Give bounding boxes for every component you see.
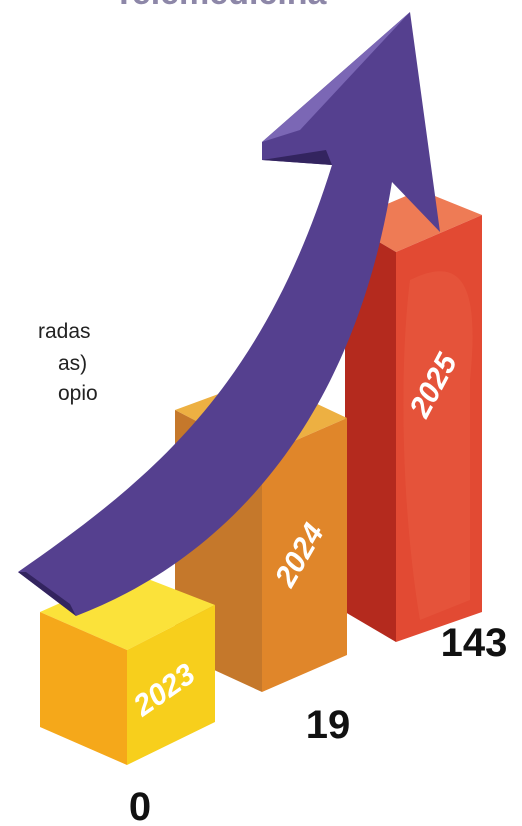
value-label: 143: [441, 621, 508, 665]
text-line: opio: [58, 382, 98, 405]
box-2025: 2025: [345, 190, 482, 642]
value-label: 0: [129, 785, 151, 826]
title: Telemedicina: [114, 0, 328, 12]
growth-arrow: [18, 12, 440, 616]
box-2023: 2023: [40, 572, 215, 765]
value-label: 19: [306, 703, 351, 747]
text-line: radas: [38, 320, 91, 343]
text-line: as): [58, 352, 87, 375]
